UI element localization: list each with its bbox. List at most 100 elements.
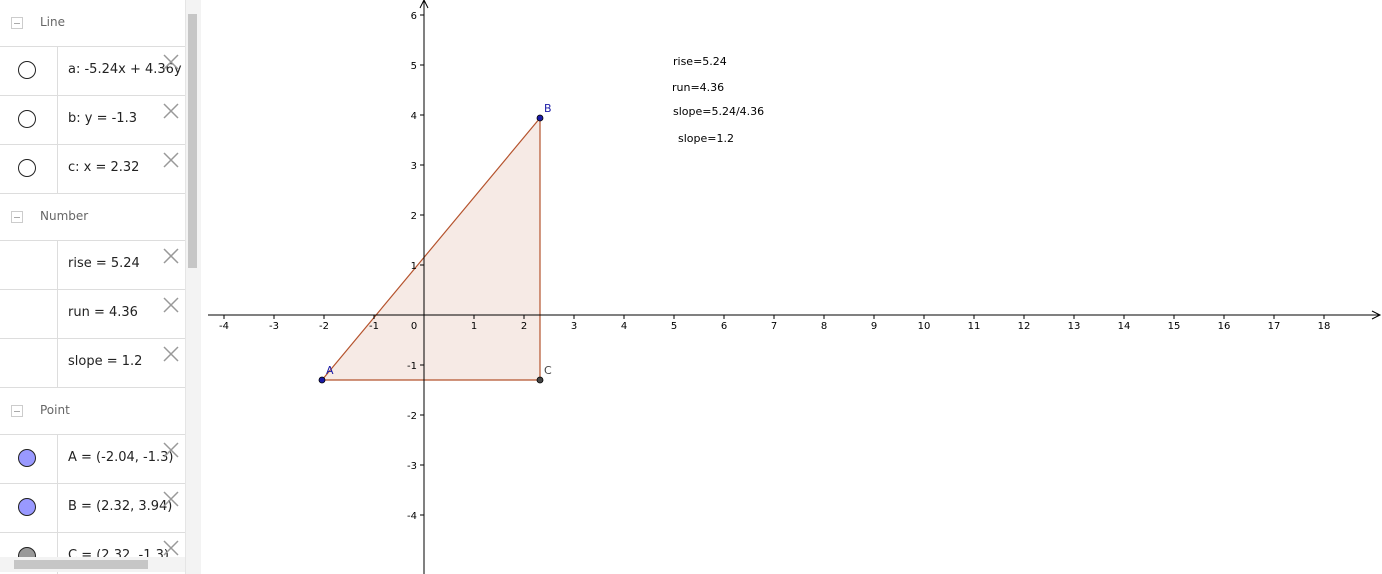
group-header: Line (0, 0, 185, 47)
row-text: b: y = -1.3 (68, 111, 137, 126)
row-marker-cell (0, 96, 58, 144)
point[interactable] (536, 114, 544, 122)
point[interactable] (536, 376, 544, 384)
y-tick-label: 6 (411, 11, 417, 22)
annotation: rise=5.24 (673, 55, 727, 68)
delete-icon (163, 346, 179, 362)
y-tick-label: 3 (411, 161, 417, 172)
scroll-thumb[interactable] (188, 14, 197, 268)
row-marker-cell (0, 47, 58, 95)
x-tick-label: 6 (721, 321, 727, 332)
visibility-toggle[interactable] (18, 110, 36, 128)
x-tick-label: 18 (1318, 321, 1331, 332)
delete-button[interactable] (162, 441, 180, 459)
x-tick-label: 14 (1118, 321, 1131, 332)
algebra-row: run = 4.36 (0, 290, 185, 339)
collapse-toggle[interactable] (11, 211, 23, 223)
delete-button[interactable] (162, 490, 180, 508)
annotation: run=4.36 (672, 81, 724, 94)
algebra-row: B = (2.32, 3.94) (0, 484, 185, 533)
x-tick-label: 12 (1018, 321, 1031, 332)
algebra-row: A = (-2.04, -1.3) (0, 435, 185, 484)
visibility-toggle[interactable] (18, 498, 36, 516)
delete-button[interactable] (162, 247, 180, 265)
graphics-view: -4 -3 -2 -1 1 2 3 4 5 6 7 8 9 10 11 12 13 14 15 16 17 18-4-3-… (208, 0, 1382, 574)
delete-icon (163, 248, 179, 264)
delete-button[interactable] (162, 151, 180, 169)
x-tick-label: 9 (871, 321, 877, 332)
point-label: A (326, 364, 334, 377)
x-tick-label: 5 (671, 321, 677, 332)
row-marker-cell (0, 290, 58, 338)
visibility-toggle[interactable] (18, 449, 36, 467)
delete-icon (163, 54, 179, 70)
group-header: Number (0, 194, 185, 241)
row-text: A = (-2.04, -1.3) (68, 450, 174, 465)
row-marker-cell (0, 241, 58, 289)
delete-icon (163, 297, 179, 313)
delete-icon (163, 491, 179, 507)
triangle (320, 116, 541, 381)
y-tick-label: -1 (407, 361, 417, 372)
x-tick-label: 16 (1218, 321, 1231, 332)
point[interactable] (318, 376, 326, 384)
visibility-toggle[interactable] (18, 159, 36, 177)
x-tick-label: 17 (1268, 321, 1281, 332)
row-marker-cell (0, 484, 58, 532)
row-text: slope = 1.2 (68, 354, 143, 369)
x-tick-label: 1 (471, 321, 477, 332)
delete-button[interactable] (162, 296, 180, 314)
x-tick-label: -2 (319, 321, 329, 332)
group-header: Point (0, 388, 185, 435)
x-tick-label: -3 (269, 321, 279, 332)
algebra-row: c: x = 2.32 (0, 145, 185, 194)
x-tick-label: 13 (1068, 321, 1081, 332)
y-tick-label: 5 (411, 61, 417, 72)
algebra-row: slope = 1.2 (0, 339, 185, 388)
x-tick-label: 10 (918, 321, 931, 332)
h-scroll-thumb[interactable] (14, 560, 148, 569)
collapse-toggle[interactable] (11, 17, 23, 29)
row-text: c: x = 2.32 (68, 160, 140, 175)
group-title: Number (40, 209, 89, 223)
annotation: slope=5.24/4.36 (673, 105, 764, 118)
y-tick-label: 2 (411, 211, 417, 222)
x-tick-label: 2 (521, 321, 527, 332)
row-marker-cell (0, 435, 58, 483)
x-tick-label: 4 (621, 321, 627, 332)
point-label: C (544, 364, 552, 377)
x-tick-label: -1 (369, 321, 379, 332)
delete-icon (163, 442, 179, 458)
x-tick-label: -4 (219, 321, 229, 332)
delete-icon (163, 152, 179, 168)
y-tick-label: 1 (411, 261, 417, 272)
delete-button[interactable] (162, 345, 180, 363)
x-tick-label: 8 (821, 321, 827, 332)
row-text: B = (2.32, 3.94) (68, 499, 173, 514)
y-tick-label: 4 (411, 111, 417, 122)
y-tick-label: -3 (407, 461, 417, 472)
row-text: rise = 5.24 (68, 256, 140, 271)
x-axis-arrow (1371, 310, 1382, 320)
row-marker-cell (0, 145, 58, 193)
x-tick-label: 7 (771, 321, 777, 332)
point-label: B (544, 102, 552, 115)
delete-button[interactable] (162, 53, 180, 71)
collapse-toggle[interactable] (11, 405, 23, 417)
group-title: Point (40, 403, 70, 417)
algebra-view: Line a: -5.24x + 4.36y = b: y = -1.3 c: x =… (0, 0, 185, 574)
delete-button[interactable] (162, 539, 180, 557)
algebra-row: rise = 5.24 (0, 241, 185, 290)
y-tick-label: -4 (407, 511, 417, 522)
group-title: Line (40, 15, 66, 29)
y-axis-arrow (419, 0, 429, 9)
algebra-row: b: y = -1.3 (0, 96, 185, 145)
y-tick-label: -2 (407, 411, 417, 422)
visibility-toggle[interactable] (18, 61, 36, 79)
delete-icon (163, 540, 179, 556)
row-text: a: -5.24x + 4.36y = (68, 62, 185, 77)
delete-icon (163, 103, 179, 119)
x-tick-label: 11 (968, 321, 981, 332)
delete-button[interactable] (162, 102, 180, 120)
